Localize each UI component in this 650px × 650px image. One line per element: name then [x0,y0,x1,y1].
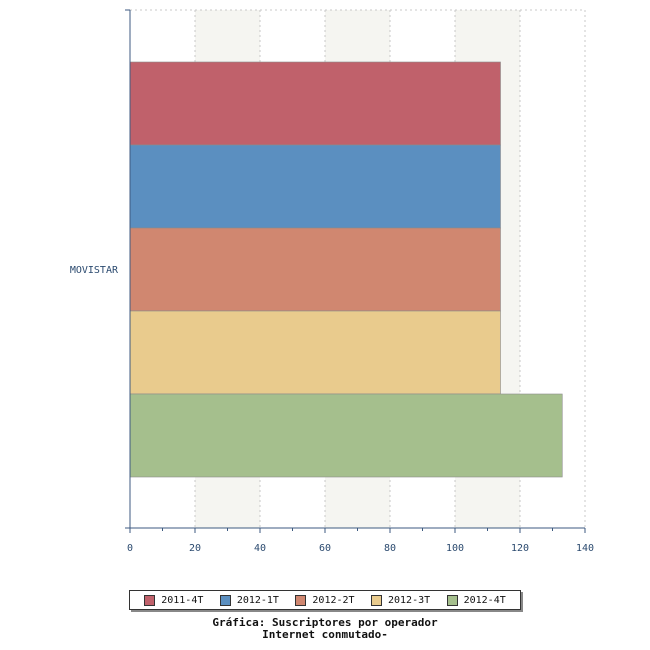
x-tick-label: 100 [446,543,464,554]
bar-2011-4T [129,61,501,146]
legend-item: 2012-3T [371,594,431,606]
legend-label: 2012-1T [236,594,279,606]
category-label: MOVISTAR [70,265,119,276]
bar-2012-3T [129,310,501,395]
x-tick-label: 60 [319,543,331,554]
legend-label: 2012-4T [463,594,506,606]
x-tick-label: 0 [127,543,133,554]
x-tick-label: 40 [254,543,266,554]
bar-2012-1T [129,144,501,229]
legend: 2011-4T 2012-1T 2012-2T 2012-3T 2012-4T [129,590,521,610]
caption-line-1: Gráfica: Suscriptores por operador [212,616,438,629]
legend-label: 2012-3T [388,594,431,606]
legend-item: 2012-2T [295,594,355,606]
legend-swatch [446,594,458,606]
bar-2012-2T [129,227,501,312]
x-tick-label: 140 [576,543,594,554]
legend-label: 2012-2T [312,594,355,606]
chart: 0 20 40 60 80 100 120 140 MOVISTAR [70,9,594,554]
x-tick-label: 80 [384,543,396,554]
x-tick-label: 20 [189,543,201,554]
legend-swatch [219,594,231,606]
chart-caption: Gráfica: Suscriptores por operador Inter… [0,617,650,641]
legend-label: 2011-4T [161,594,204,606]
legend-swatch [144,594,156,606]
legend-item: 2011-4T [144,594,204,606]
legend-item: 2012-4T [446,594,506,606]
legend-swatch [295,594,307,606]
legend-item: 2012-1T [219,594,279,606]
caption-line-2: Internet conmutado- [262,628,388,641]
legend-swatch [371,594,382,606]
x-tick-label: 120 [511,543,529,554]
bar-2012-4T [129,393,563,478]
